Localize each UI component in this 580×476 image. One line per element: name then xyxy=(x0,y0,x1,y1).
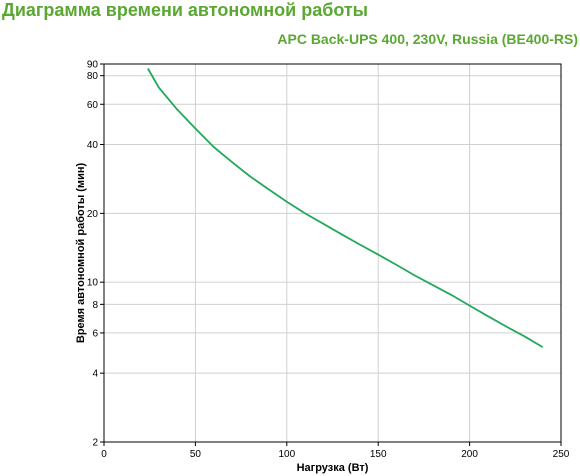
series-layer xyxy=(147,68,544,348)
y-tick-label: 90 xyxy=(87,60,99,71)
y-tick-label: 4 xyxy=(92,369,98,380)
x-tick-label: 200 xyxy=(461,449,478,460)
x-axis-label: Нагрузка (Вт) xyxy=(297,462,369,474)
runtime-series-line xyxy=(147,68,544,348)
y-axis-label: Время автономной работы (мин) xyxy=(75,163,87,344)
y-tick-label: 2 xyxy=(92,438,98,449)
y-tick-label: 80 xyxy=(87,71,99,82)
x-tick-label: 150 xyxy=(370,449,387,460)
x-tick-label: 50 xyxy=(190,449,202,460)
y-tick-label: 40 xyxy=(87,140,99,151)
y-tick-label: 8 xyxy=(92,300,98,311)
x-tick-label: 250 xyxy=(553,449,570,460)
y-tick-label: 60 xyxy=(87,100,99,111)
grid-lines xyxy=(104,64,561,442)
chart-title: Диаграмма времени автономной работы xyxy=(2,0,369,20)
plot-area xyxy=(103,63,562,443)
x-tick-label: 100 xyxy=(278,449,295,460)
chart-subtitle: APC Back-UPS 400, 230V, Russia (BE400-RS… xyxy=(277,31,578,47)
y-tick-label: 20 xyxy=(87,209,99,220)
y-tick-label: 6 xyxy=(92,328,98,339)
y-tick-label: 10 xyxy=(87,278,99,289)
x-tick-label: 0 xyxy=(101,449,107,460)
